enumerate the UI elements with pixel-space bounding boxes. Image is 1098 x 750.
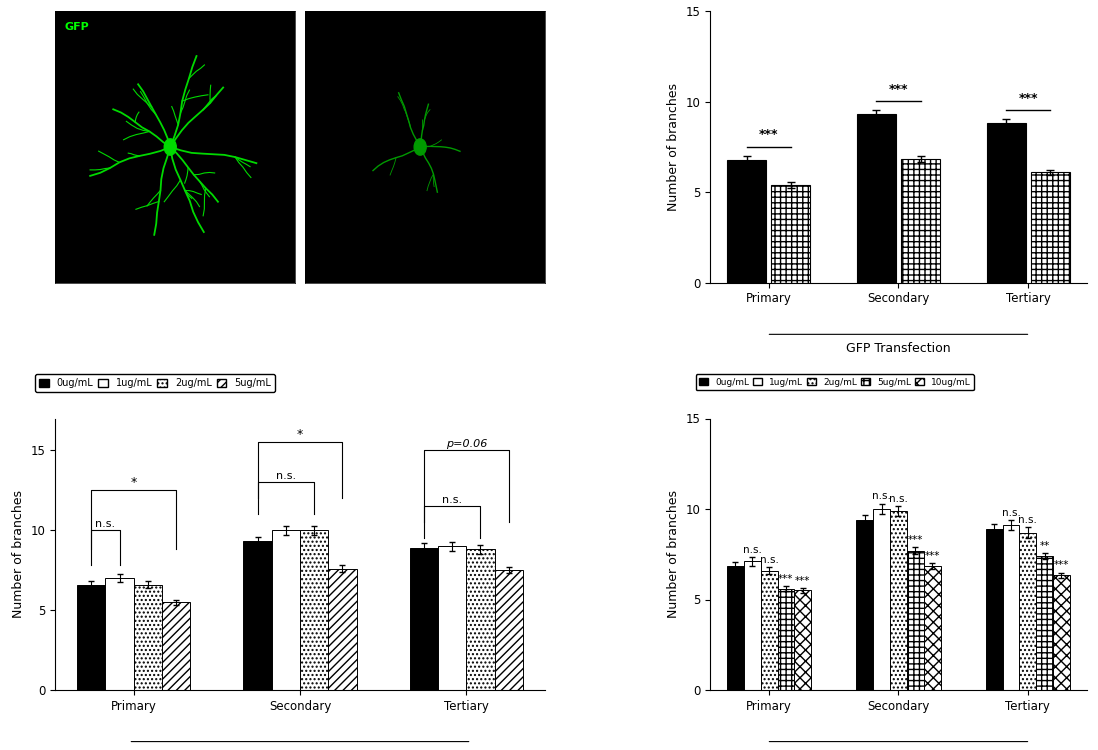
Bar [777, 589, 794, 690]
Text: ***: *** [908, 536, 923, 545]
Text: *: * [296, 427, 303, 441]
Bar [300, 530, 328, 690]
Bar [1053, 575, 1069, 690]
Bar [794, 590, 811, 690]
Text: n.s.: n.s. [442, 495, 462, 505]
Text: n.s.: n.s. [276, 471, 296, 481]
Text: n.s.: n.s. [1001, 508, 1020, 518]
Bar [727, 160, 766, 283]
Text: n.s.: n.s. [743, 544, 762, 555]
Text: *: * [131, 476, 137, 489]
Bar [890, 511, 907, 690]
Text: ***: *** [1019, 92, 1038, 105]
Text: ***: *** [795, 576, 810, 586]
Bar [410, 548, 438, 690]
Y-axis label: Number of branches: Number of branches [12, 490, 25, 618]
Bar [244, 542, 271, 690]
Bar [1019, 532, 1037, 690]
Text: n.s.: n.s. [889, 494, 908, 503]
Bar [438, 546, 467, 690]
Bar [467, 550, 494, 690]
Bar [987, 124, 1026, 283]
Bar [134, 584, 163, 690]
Bar [105, 578, 134, 690]
Bar [986, 529, 1002, 690]
Text: n.s.: n.s. [760, 555, 778, 565]
Bar [761, 571, 777, 690]
Bar [1031, 172, 1069, 283]
Bar [856, 115, 896, 283]
Text: n.s.: n.s. [872, 491, 892, 502]
Text: GFP Transfection: GFP Transfection [847, 343, 951, 355]
Legend: 0ug/mL, 1ug/mL, 2ug/mL, 5ug/mL, 10ug/mL: 0ug/mL, 1ug/mL, 2ug/mL, 5ug/mL, 10ug/mL [695, 374, 974, 390]
Text: **: ** [1040, 541, 1050, 550]
Text: n.s.: n.s. [1019, 515, 1038, 525]
Bar [771, 185, 810, 283]
Bar [856, 520, 873, 690]
Y-axis label: Number of branches: Number of branches [666, 490, 680, 618]
Bar [873, 509, 890, 690]
Bar [901, 159, 940, 283]
Bar [1002, 525, 1019, 690]
Ellipse shape [414, 139, 426, 155]
Text: ***: *** [925, 550, 940, 560]
Text: ***: *** [1054, 560, 1069, 570]
Ellipse shape [165, 139, 177, 155]
Legend: 0ug/mL, 1ug/mL, 2ug/mL, 5ug/mL: 0ug/mL, 1ug/mL, 2ug/mL, 5ug/mL [35, 374, 274, 392]
Text: ***: *** [759, 128, 778, 141]
Bar [907, 550, 923, 690]
Text: GFP: GFP [65, 22, 89, 32]
Bar [77, 584, 105, 690]
Y-axis label: Number of branches: Number of branches [666, 83, 680, 211]
Text: p=0.06: p=0.06 [446, 439, 488, 448]
Bar [923, 566, 941, 690]
Text: n.s.: n.s. [96, 519, 115, 529]
Bar [494, 570, 523, 690]
Text: ***: *** [778, 574, 794, 584]
Text: ***: *** [888, 83, 908, 96]
Bar [1037, 556, 1053, 690]
Bar [271, 530, 300, 690]
Bar [328, 568, 357, 690]
Bar [743, 562, 761, 690]
Bar [727, 566, 743, 690]
Bar [163, 602, 190, 690]
